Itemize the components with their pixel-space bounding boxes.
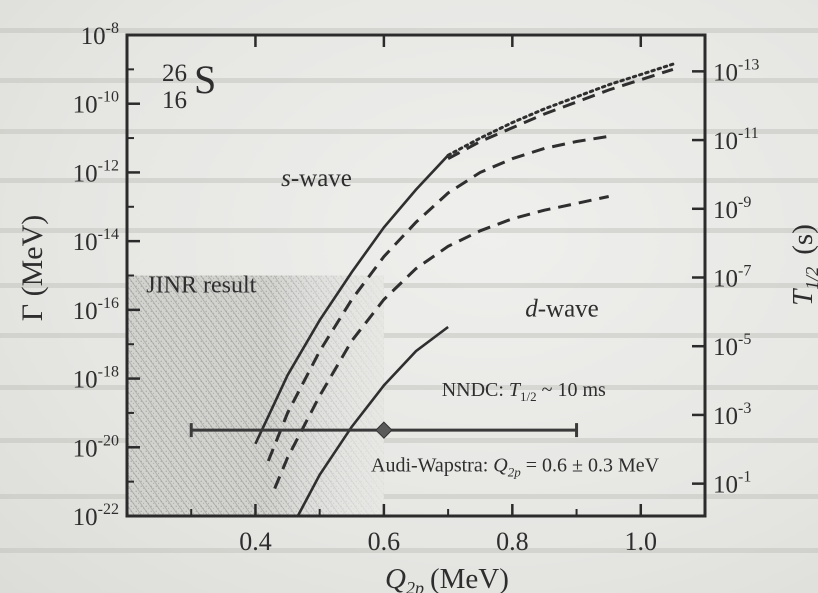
y-ticks: 10-8 10-10 10-12 10-14 10-16 10-18 10-20 10-22	[73, 20, 140, 531]
x-tick-label: 0.8	[496, 527, 529, 556]
d-wave-curve	[296, 325, 449, 517]
jinr-result-label: JINR result	[146, 273, 256, 299]
d-wave-label: d-wave	[525, 296, 599, 323]
nucleus-mass: 26	[162, 60, 187, 87]
y-tick-label: 10-8	[81, 20, 119, 50]
errorbar	[189, 421, 579, 439]
errorbar-marker	[375, 421, 393, 439]
y2-tick-label: 10-7	[713, 263, 751, 293]
y2-axis-title: T1/2(s)	[787, 224, 818, 306]
background-bleed-lines	[0, 28, 818, 553]
x-tick-label: 1.0	[625, 527, 658, 556]
curve-3	[266, 134, 609, 462]
s-wave-label: s-wave	[281, 165, 352, 192]
y-axis-title: Γ (MeV)	[16, 215, 49, 321]
nucleus-symbol: S	[194, 57, 216, 102]
x-tick-label: 0.4	[239, 527, 272, 556]
y2-ticks: 10-13 10-11 10-9 10-7 10-5 10-3 10-1	[692, 56, 759, 499]
curve-1	[446, 62, 675, 157]
x-ticks: 0.4 0.6 0.8 1.0	[190, 35, 706, 556]
audi-wapstra-label: Audi-Wapstra: Q2p = 0.6 ± 0.3 MeV	[371, 454, 660, 479]
y-tick-label: 10-22	[73, 501, 119, 531]
curve-4	[273, 195, 610, 490]
y-tick-label: 10-14	[73, 226, 119, 256]
y2-tick-label: 10-3	[713, 400, 751, 430]
y2-tick-label: 10-11	[713, 125, 759, 155]
nucleus-label: 26 S 16	[162, 57, 216, 114]
y-tick-label: 10-18	[73, 364, 119, 394]
y-tick-label: 10-12	[73, 157, 119, 187]
x-tick-label: 0.6	[368, 527, 401, 556]
curves-group	[254, 62, 675, 517]
y-tick-label: 10-10	[73, 89, 119, 119]
y-tick-label: 10-20	[73, 432, 119, 462]
y2-tick-label: 10-9	[713, 194, 751, 224]
y2-tick-label: 10-5	[713, 331, 751, 361]
nucleus-charge: 16	[162, 87, 187, 114]
x-axis-title: Q2p (MeV)	[385, 563, 509, 593]
y-tick-label: 10-16	[73, 295, 119, 325]
jinr-shaded-region	[127, 275, 384, 516]
s-wave-curve	[254, 154, 450, 445]
y2-tick-label: 10-1	[713, 469, 751, 499]
y2-tick-label: 10-13	[713, 56, 759, 86]
curve-2	[447, 67, 674, 161]
nndc-label: NNDC: T1/2 ~ 10 ms	[442, 379, 606, 404]
